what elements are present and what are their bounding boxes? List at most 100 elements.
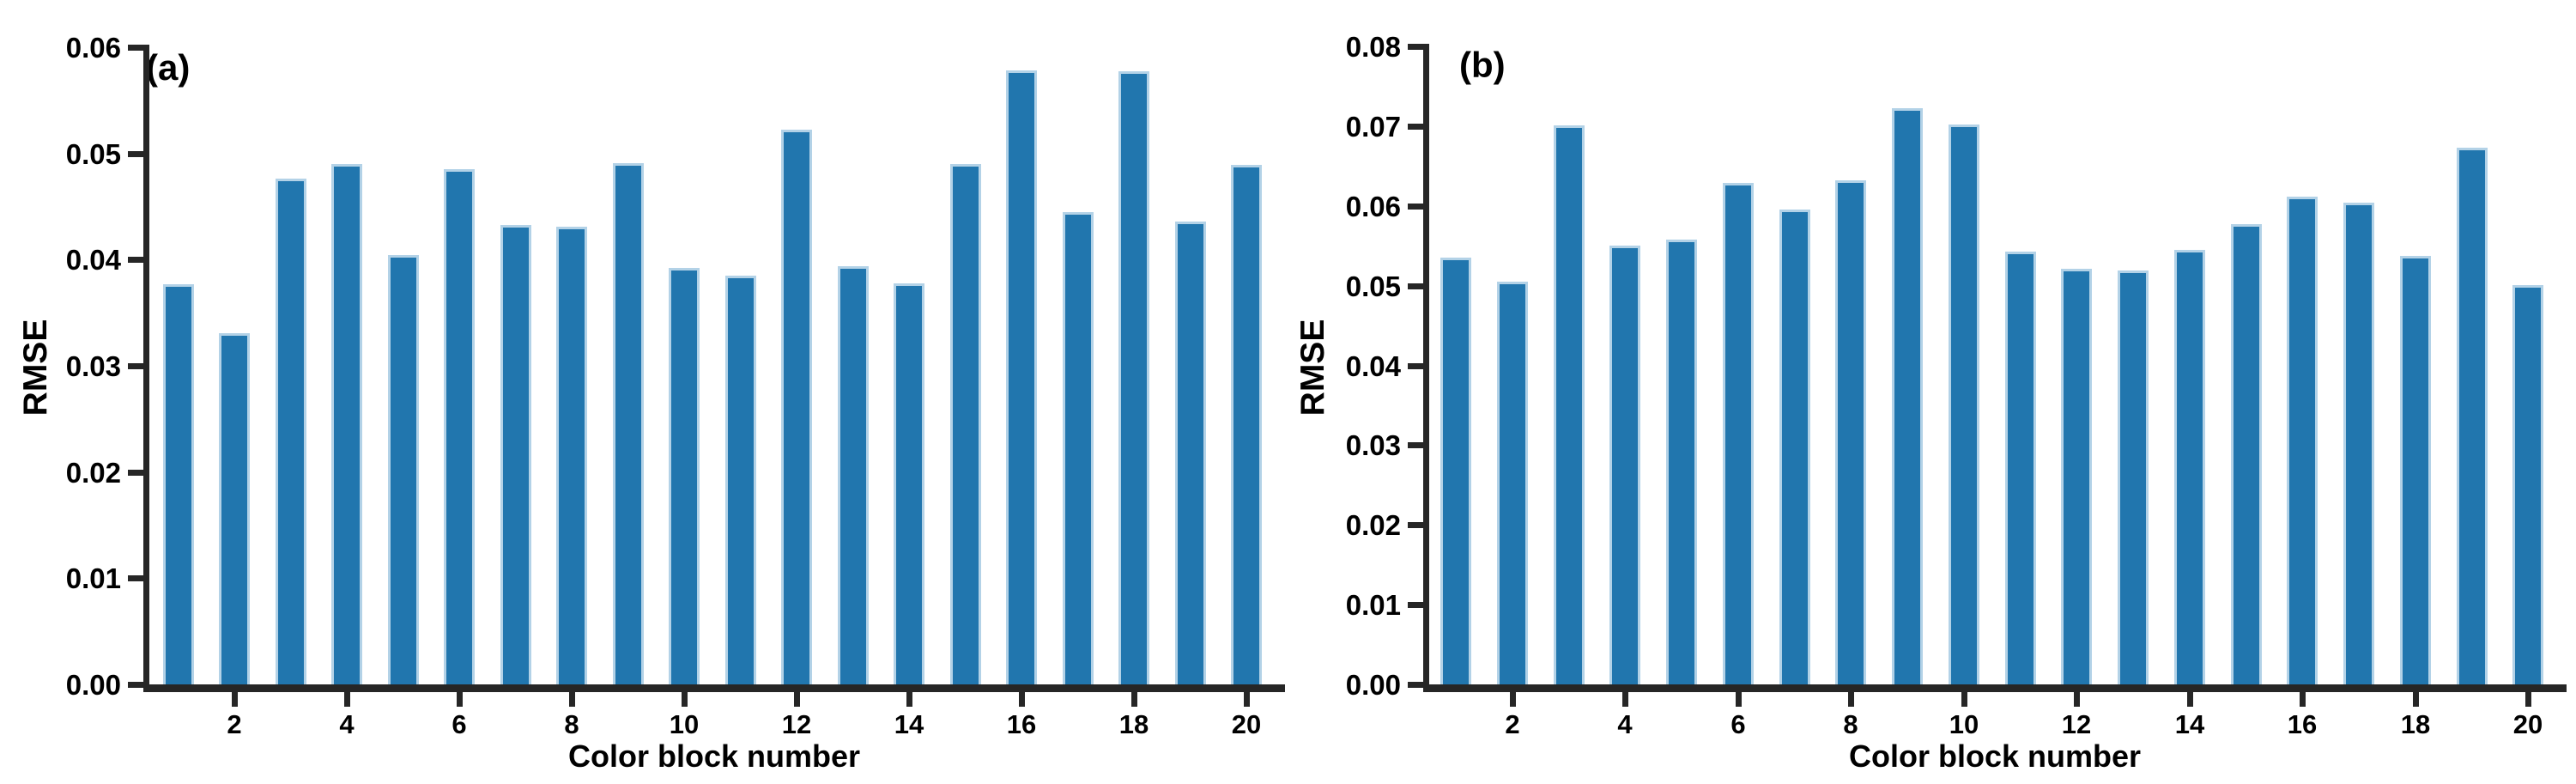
x-axis-label-b: Color block number	[1848, 738, 2142, 774]
bar-block-16	[2287, 197, 2318, 684]
y-tick-label: 0.04	[65, 244, 121, 276]
y-tick-label: 0.00	[1345, 669, 1401, 701]
bar-block-4	[331, 164, 362, 684]
bar-block-7	[1779, 210, 1810, 684]
y-tick	[128, 363, 143, 369]
x-tick-label: 10	[1949, 709, 1979, 739]
y-tick-label: 0.01	[65, 562, 121, 594]
x-tick-label: 20	[1231, 709, 1262, 739]
y-tick-label: 0.01	[1345, 589, 1401, 621]
y-tick	[1408, 44, 1423, 50]
x-tick-label: 20	[2512, 709, 2543, 739]
bar-block-16	[1006, 70, 1037, 684]
bar-block-17	[2343, 203, 2374, 684]
bar-block-10	[669, 268, 700, 684]
bar-block-20	[2512, 285, 2543, 684]
bar-block-10	[1949, 125, 1979, 684]
x-tick	[569, 692, 575, 707]
y-tick-label: 0.02	[1345, 509, 1401, 541]
x-tick	[1510, 692, 1516, 707]
x-axis-label-a: Color block number	[567, 738, 861, 774]
x-tick-label: 18	[1118, 709, 1149, 739]
bar-block-3	[276, 179, 306, 684]
x-tick-label: 12	[781, 709, 812, 739]
y-tick	[1408, 602, 1423, 608]
x-tick	[2300, 692, 2306, 707]
x-tick	[232, 692, 238, 707]
bar-block-18	[1118, 71, 1149, 684]
y-tick-label: 0.05	[1345, 270, 1401, 302]
y-tick-label: 0.06	[1345, 191, 1401, 222]
bar-block-2	[1497, 282, 1528, 684]
y-tick	[128, 257, 143, 263]
x-tick-label: 16	[2287, 709, 2318, 739]
bar-block-4	[1609, 246, 1640, 684]
y-tick-label: 0.07	[1345, 111, 1401, 143]
bar-block-1	[1440, 258, 1471, 684]
x-tick-label: 6	[1730, 709, 1746, 739]
x-tick-label: 4	[339, 709, 355, 739]
bar-block-11	[725, 276, 756, 684]
y-tick-label: 0.05	[65, 138, 121, 170]
x-tick	[2413, 692, 2419, 707]
x-tick	[1622, 692, 1628, 707]
x-tick-label: 12	[2061, 709, 2092, 739]
y-tick-label: 0.03	[65, 350, 121, 382]
bar-block-19	[2457, 148, 2488, 684]
x-tick	[906, 692, 912, 707]
bar-block-5	[1666, 240, 1697, 684]
y-tick	[1408, 204, 1423, 210]
y-tick	[1408, 283, 1423, 289]
x-tick-label: 18	[2400, 709, 2431, 739]
bar-block-20	[1231, 165, 1262, 684]
y-tick	[1408, 522, 1423, 528]
chart-panel-a: (a) RMSE Color block number 0.00 0.01 0.02…	[17, 33, 1285, 774]
y-tick	[1408, 682, 1423, 688]
y-tick-label: 0.02	[65, 457, 121, 489]
x-axis	[1423, 684, 2567, 692]
bar-block-14	[894, 283, 924, 684]
x-tick-label: 10	[669, 709, 700, 739]
x-tick	[2187, 692, 2193, 707]
x-tick-label: 4	[1617, 709, 1633, 739]
bar-block-15	[950, 164, 981, 684]
bar-block-18	[2400, 256, 2431, 684]
y-tick	[128, 575, 143, 581]
bar-block-17	[1063, 212, 1094, 684]
y-axis	[143, 45, 149, 692]
x-tick-label: 6	[452, 709, 467, 739]
y-tick	[1408, 442, 1423, 448]
bar-block-7	[500, 225, 531, 684]
y-tick-label: 0.03	[1345, 429, 1401, 461]
x-tick-label: 2	[1505, 709, 1520, 739]
bar-block-13	[838, 266, 869, 684]
y-tick-label: 0.08	[1345, 31, 1401, 63]
y-tick-label: 0.04	[1345, 350, 1401, 382]
x-tick	[1736, 692, 1742, 707]
x-tick	[457, 692, 463, 707]
x-tick	[682, 692, 688, 707]
y-tick	[1408, 124, 1423, 130]
x-tick-label: 8	[1843, 709, 1858, 739]
bar-block-14	[2174, 250, 2205, 684]
bar-block-3	[1554, 125, 1585, 684]
y-tick	[128, 682, 143, 688]
x-tick-label: 16	[1006, 709, 1037, 739]
panel-letter-b: (b)	[1459, 45, 1506, 85]
x-tick-label: 8	[564, 709, 579, 739]
chart-panel-b: (b) RMSE Color block number 0.00 0.01 0.02…	[1288, 0, 2575, 784]
x-tick	[2074, 692, 2080, 707]
y-axis	[1423, 44, 1429, 692]
y-tick	[128, 470, 143, 476]
x-tick	[794, 692, 800, 707]
bar-block-8	[1835, 180, 1866, 684]
panel-letter-a: (a)	[146, 47, 191, 88]
x-tick-label: 14	[894, 709, 924, 739]
x-tick	[344, 692, 350, 707]
y-tick-label: 0.00	[65, 669, 121, 701]
x-tick	[2525, 692, 2531, 707]
bar-block-6	[444, 169, 475, 684]
x-tick	[1244, 692, 1250, 707]
bar-block-5	[388, 255, 419, 684]
